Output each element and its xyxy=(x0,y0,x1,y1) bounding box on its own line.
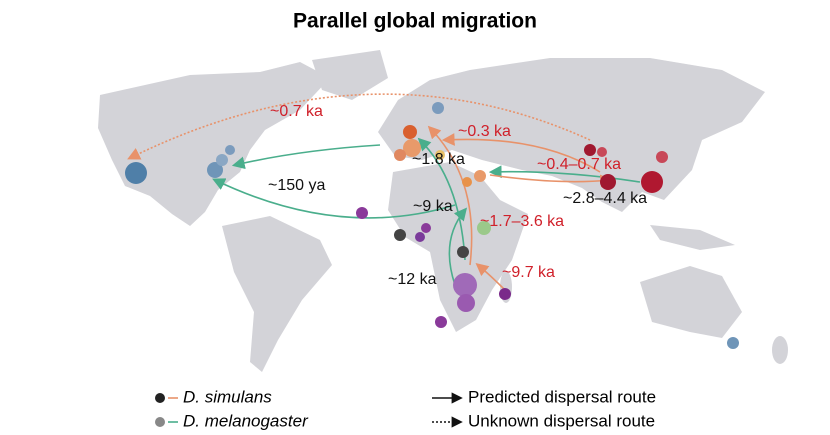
routes xyxy=(127,93,641,291)
route-label: ~2.8–4.4 ka xyxy=(563,190,647,207)
legend: D. simulans D. melanogaster Predicted di… xyxy=(155,387,656,430)
route-label: ~0.4–0.7 ka xyxy=(537,156,621,173)
title: Parallel global migration xyxy=(293,10,537,33)
legend-label: D. melanogaster xyxy=(183,411,309,430)
route-label: ~1.8 ka xyxy=(412,151,465,168)
route-labels: ~0.7 ka ~0.3 ka ~1.8 ka ~150 ya ~0.4–0.7… xyxy=(268,103,647,288)
route-label: ~150 ya xyxy=(268,177,325,194)
route-label: ~9.7 ka xyxy=(502,264,555,281)
world-map xyxy=(98,50,788,372)
route-label: ~0.7 ka xyxy=(270,103,323,120)
sample-pies xyxy=(125,102,739,349)
legend-label: Predicted dispersal route xyxy=(468,387,656,406)
route-label: ~0.3 ka xyxy=(458,123,511,140)
route-label: ~12 ka xyxy=(388,271,437,288)
legend-label: Unknown dispersal route xyxy=(468,411,655,430)
legend-label: D. simulans xyxy=(183,387,272,406)
route-label: ~1.7–3.6 ka xyxy=(480,213,564,230)
route-label: ~9 ka xyxy=(413,198,453,215)
